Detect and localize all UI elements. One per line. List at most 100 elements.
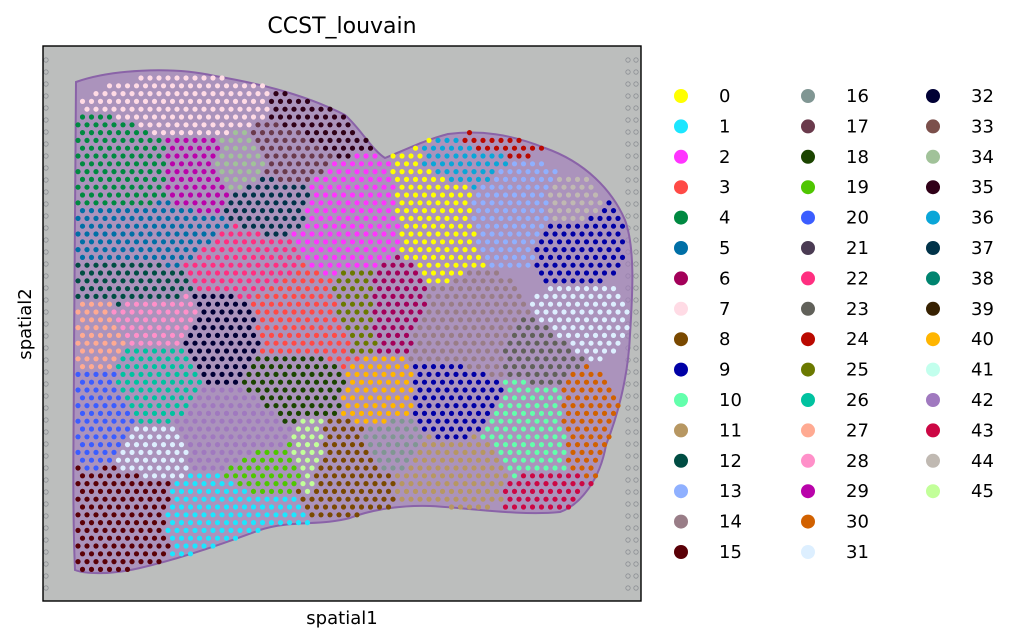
spot-cluster-30: [583, 395, 590, 401]
spot-cluster-18: [286, 410, 293, 416]
spot-cluster-9: [480, 387, 486, 393]
spot-cluster-31: [169, 457, 176, 463]
spot-cluster-34: [246, 169, 252, 175]
spot-cluster-42: [259, 410, 266, 416]
spot-cluster-6: [390, 309, 396, 315]
spot-cluster-6: [385, 332, 392, 338]
spot-cluster-22: [250, 239, 257, 245]
spot-cluster-13: [498, 200, 504, 206]
spot-cluster-45: [318, 418, 324, 424]
spot-cluster-14: [520, 301, 527, 307]
spot-cluster-14: [484, 301, 491, 307]
spot-cluster-9: [588, 231, 594, 237]
spot-cluster-11: [498, 481, 504, 487]
spot-cluster-9: [439, 364, 446, 370]
spot-cluster-19: [246, 481, 252, 487]
spot-cluster-13: [498, 184, 504, 190]
spot-cluster-14: [475, 270, 482, 276]
spot-cluster-16: [403, 426, 410, 432]
spot-cluster-0: [448, 239, 455, 245]
spot-cluster-13: [480, 247, 486, 253]
spot-cluster-40: [358, 395, 365, 401]
spot-cluster-1: [241, 504, 248, 510]
spot-cluster-5: [174, 262, 180, 268]
spot-cluster-28: [169, 317, 176, 323]
spot-cluster-2: [318, 231, 324, 237]
spot-cluster-5: [97, 208, 104, 214]
spot-cluster-36: [448, 176, 455, 182]
spot-cluster-15: [115, 535, 122, 541]
spot-cluster-31: [574, 301, 581, 307]
spot-cluster-30: [570, 449, 576, 455]
spot-cluster-35: [295, 98, 302, 104]
spot-cluster-19: [259, 457, 266, 463]
spot-cluster-17: [273, 137, 279, 143]
spot-cluster-14: [453, 278, 459, 284]
spot-cluster-0: [439, 270, 446, 276]
spot-cluster-32: [219, 309, 225, 315]
fiducial-dot: [43, 297, 49, 303]
spot-cluster-31: [543, 293, 549, 299]
spot-cluster-30: [583, 442, 590, 448]
spot-cluster-2: [331, 161, 338, 167]
spot-cluster-40: [376, 410, 383, 416]
spot-cluster-18: [259, 364, 266, 370]
spot-cluster-20: [124, 426, 131, 432]
spot-cluster-11: [462, 465, 468, 471]
spot-cluster-19: [277, 473, 284, 479]
spot-cluster-30: [601, 426, 608, 432]
spot-cluster-13: [489, 184, 495, 190]
spot-cluster-15: [93, 527, 99, 534]
spot-cluster-18: [291, 387, 297, 393]
spot-cluster-5: [106, 254, 113, 260]
spot-cluster-2: [349, 192, 356, 198]
fiducial-dot: [625, 189, 631, 195]
spot-cluster-32: [250, 348, 257, 354]
spot-cluster-31: [124, 442, 131, 448]
spot-cluster-15: [88, 504, 95, 510]
spot-cluster-9: [592, 270, 599, 276]
spot-cluster-11: [475, 442, 482, 448]
spot-cluster-26: [160, 364, 167, 370]
spot-cluster-3: [309, 309, 315, 315]
fiducial-dot: [43, 237, 49, 243]
spot-cluster-42: [237, 403, 243, 409]
fiducial-dot: [43, 177, 49, 183]
spot-cluster-27: [93, 325, 99, 331]
spot-cluster-5: [106, 208, 113, 214]
spot-cluster-10: [556, 395, 563, 401]
spot-cluster-7: [160, 114, 167, 120]
spot-cluster-19: [259, 473, 266, 479]
spot-cluster-37: [237, 215, 243, 221]
spot-cluster-32: [246, 325, 252, 331]
spot-cluster-15: [138, 559, 144, 565]
spot-cluster-43: [565, 473, 572, 479]
spot-cluster-37: [259, 192, 266, 198]
spot-cluster-4: [106, 192, 113, 198]
spot-cluster-14: [480, 309, 486, 315]
spot-cluster-32: [223, 332, 230, 338]
spot-cluster-2: [358, 192, 365, 198]
spot-cluster-13: [534, 200, 540, 206]
spot-cluster-22: [264, 247, 270, 253]
spot-cluster-3: [318, 293, 324, 299]
spot-cluster-7: [142, 114, 149, 120]
spot-cluster-13: [498, 231, 504, 237]
spot-cluster-15: [124, 551, 131, 557]
spot-cluster-15: [93, 496, 99, 502]
spot-cluster-19: [291, 481, 297, 487]
spot-cluster-14: [466, 270, 473, 276]
spot-cluster-11: [471, 496, 477, 502]
spot-cluster-15: [129, 559, 135, 565]
spot-cluster-3: [300, 325, 306, 331]
spot-cluster-2: [291, 231, 297, 237]
spot-cluster-0: [462, 184, 468, 190]
spot-cluster-2: [345, 262, 351, 268]
spot-cluster-5: [102, 247, 108, 253]
legend-label-1: 1: [719, 116, 730, 137]
spot-cluster-0: [444, 262, 450, 268]
spot-cluster-14: [426, 356, 432, 362]
spot-cluster-32: [183, 340, 189, 346]
spot-cluster-40: [354, 387, 360, 393]
spot-cluster-0: [457, 270, 464, 276]
